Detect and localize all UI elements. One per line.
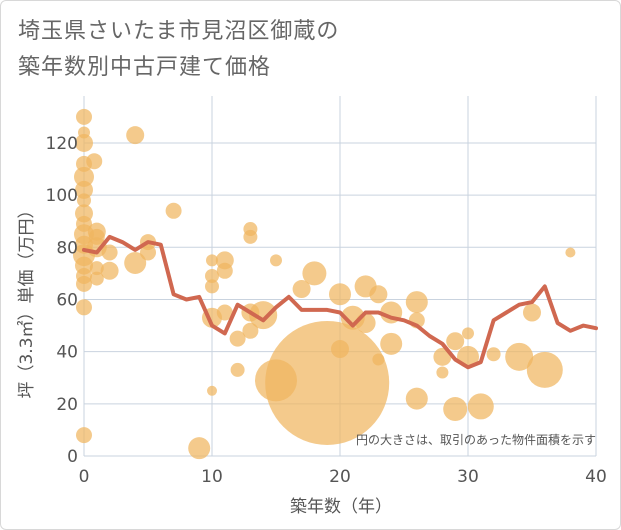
bubble-series	[73, 108, 576, 460]
bubble-point	[124, 251, 147, 274]
bubble-point	[75, 180, 93, 199]
bubble-point	[265, 320, 390, 445]
average-price-line	[82, 234, 598, 370]
bubble-point	[77, 193, 91, 208]
y-axis-label: 坪（3.3㎡）単価（万円）	[17, 201, 37, 398]
bubble-point	[380, 332, 403, 355]
bubble-point	[302, 261, 327, 286]
bubble-point	[205, 269, 219, 283]
bubble-point	[523, 303, 541, 322]
bubble-point	[243, 229, 258, 244]
bubble-point	[462, 327, 474, 340]
y-tick-label: 120	[46, 134, 78, 154]
bubble-point	[206, 254, 218, 267]
bubble-point	[249, 301, 278, 330]
bubble-point	[101, 244, 118, 261]
bubble-point	[372, 353, 385, 366]
y-tick-label: 80	[56, 238, 78, 258]
bubble-point	[75, 133, 93, 152]
bubble-point	[216, 304, 233, 321]
bubble-point	[76, 108, 92, 125]
bubble-point	[76, 275, 92, 292]
bubble-point	[76, 299, 92, 316]
bubble-point	[486, 347, 501, 362]
chart-title: 埼玉県さいたま市見沼区御蔵の 築年数別中古戸建て価格	[18, 14, 339, 86]
size-annotation: 円の大きさは、取引のあった物件面積を示す	[356, 432, 596, 447]
x-tick-label: 40	[585, 467, 607, 487]
bubble-point	[436, 366, 449, 379]
bubble-point	[76, 427, 92, 444]
bubble-point	[369, 285, 388, 304]
bubble-point	[467, 393, 494, 420]
y-tick-label: 0	[67, 447, 78, 467]
bubble-point	[443, 397, 468, 422]
bubble-point	[140, 244, 156, 261]
tick-labels: 0 10 20 30 40 0 20 40 60 80 100 120	[46, 134, 607, 487]
bubble-point	[355, 312, 376, 333]
bubble-point	[229, 330, 246, 347]
bubble-point	[292, 280, 311, 299]
x-tick-label: 10	[201, 467, 223, 487]
chart-title-line-2: 築年数別中古戸建て価格	[18, 55, 272, 80]
bubble-point	[329, 283, 351, 306]
bubble-point	[188, 437, 211, 460]
bubble-point	[89, 271, 104, 286]
bubble-point	[74, 166, 94, 187]
bubble-point	[405, 387, 428, 410]
chart-title-line-1: 埼玉県さいたま市見沼区御蔵の	[18, 19, 340, 44]
bubble-point	[446, 332, 465, 351]
bubble-point	[205, 279, 219, 294]
y-tick-label: 20	[56, 395, 78, 415]
bubble-point	[126, 126, 145, 145]
x-tick-label: 20	[329, 467, 351, 487]
trend-line-group	[82, 234, 598, 370]
bubble-point	[270, 254, 282, 267]
bubble-point	[165, 202, 182, 219]
bubble-point	[505, 342, 534, 371]
y-tick-label: 40	[56, 343, 78, 363]
x-tick-label: 0	[79, 467, 90, 487]
bubble-point	[216, 262, 233, 279]
bubble-point	[207, 385, 217, 396]
bubble-point	[86, 153, 103, 170]
bubble-point	[405, 291, 428, 314]
bubble-point	[230, 362, 245, 377]
bubble-point	[100, 261, 119, 280]
x-tick-label: 30	[457, 467, 479, 487]
bubble-point	[331, 340, 349, 359]
bubble-point	[89, 261, 104, 276]
bubble-point	[565, 247, 576, 258]
bubble-point	[526, 351, 563, 388]
y-tick-label: 60	[56, 290, 78, 310]
x-axis-label: 築年数（年）	[290, 497, 392, 517]
bubble-point	[242, 322, 259, 339]
y-tick-label: 100	[46, 186, 78, 206]
